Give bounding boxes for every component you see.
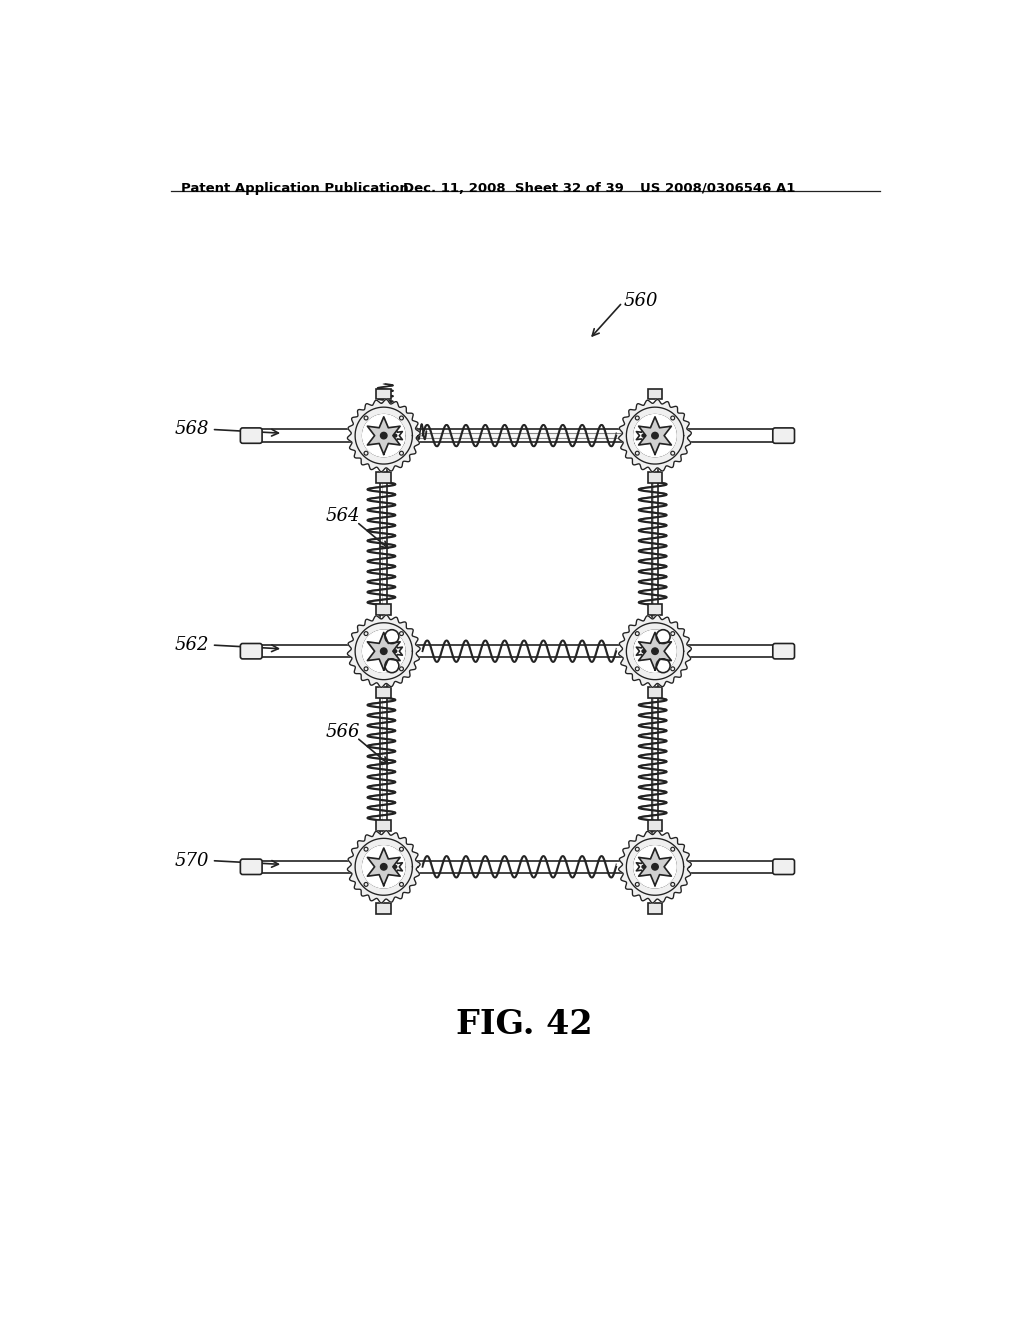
Text: Patent Application Publication: Patent Application Publication (180, 182, 409, 194)
Bar (647, 820, 663, 830)
Polygon shape (639, 417, 672, 454)
Bar (391, 433, 647, 438)
Bar (645, 643, 665, 660)
Circle shape (394, 434, 396, 437)
Polygon shape (362, 846, 404, 888)
Text: 560: 560 (624, 292, 658, 310)
Bar (645, 428, 665, 444)
Bar (647, 388, 663, 400)
Polygon shape (368, 632, 400, 671)
Text: 570: 570 (175, 851, 209, 870)
Polygon shape (618, 400, 691, 471)
Circle shape (656, 630, 670, 644)
Bar (374, 428, 393, 444)
Bar (651, 413, 658, 890)
Polygon shape (618, 830, 691, 903)
Circle shape (385, 659, 399, 673)
Circle shape (656, 659, 670, 673)
Bar (256, 861, 388, 873)
Polygon shape (386, 426, 404, 445)
Bar (377, 903, 391, 913)
Text: FIG. 42: FIG. 42 (457, 1008, 593, 1041)
Circle shape (651, 648, 658, 655)
FancyBboxPatch shape (773, 644, 795, 659)
Bar (647, 688, 663, 698)
Circle shape (651, 433, 658, 438)
Bar (380, 413, 387, 890)
Polygon shape (368, 417, 400, 454)
Text: Dec. 11, 2008  Sheet 32 of 39: Dec. 11, 2008 Sheet 32 of 39 (403, 182, 624, 194)
Bar (647, 903, 663, 913)
Polygon shape (368, 847, 400, 886)
Text: 562: 562 (175, 636, 209, 653)
Bar (651, 645, 783, 657)
Circle shape (385, 630, 399, 644)
Bar (256, 429, 388, 442)
Bar (375, 861, 665, 873)
Bar (645, 858, 665, 875)
Polygon shape (362, 630, 404, 672)
Polygon shape (626, 634, 662, 669)
Polygon shape (636, 643, 650, 659)
Bar (377, 820, 391, 830)
Text: 566: 566 (326, 723, 360, 741)
FancyBboxPatch shape (241, 644, 262, 659)
Polygon shape (639, 847, 672, 886)
Polygon shape (626, 849, 662, 884)
Polygon shape (347, 400, 420, 471)
Polygon shape (636, 428, 650, 444)
Polygon shape (634, 846, 676, 888)
Polygon shape (362, 414, 404, 457)
Circle shape (394, 649, 396, 652)
Text: 564: 564 (326, 507, 360, 525)
Polygon shape (634, 426, 652, 445)
Polygon shape (634, 643, 652, 660)
Polygon shape (347, 615, 420, 688)
Circle shape (381, 433, 387, 438)
Polygon shape (378, 849, 413, 884)
Polygon shape (634, 858, 652, 875)
Polygon shape (634, 630, 676, 672)
Polygon shape (639, 632, 672, 671)
Polygon shape (636, 859, 650, 875)
FancyBboxPatch shape (241, 859, 262, 875)
Polygon shape (386, 858, 404, 875)
Circle shape (642, 434, 645, 437)
Bar (647, 471, 663, 483)
Text: US 2008/0306546 A1: US 2008/0306546 A1 (640, 182, 795, 194)
Polygon shape (618, 615, 691, 688)
Circle shape (642, 649, 645, 652)
Bar (377, 605, 391, 615)
Circle shape (651, 863, 658, 870)
Bar (377, 471, 391, 483)
Bar (375, 429, 665, 442)
Polygon shape (378, 418, 413, 453)
Polygon shape (626, 418, 662, 453)
Bar (375, 645, 665, 657)
Polygon shape (347, 830, 420, 903)
FancyBboxPatch shape (773, 859, 795, 875)
Text: 568: 568 (175, 421, 209, 438)
Bar (374, 643, 393, 660)
Bar (651, 429, 783, 442)
Circle shape (394, 866, 396, 869)
Circle shape (642, 866, 645, 869)
Polygon shape (386, 643, 404, 660)
Circle shape (381, 863, 387, 870)
Polygon shape (388, 643, 402, 659)
FancyBboxPatch shape (773, 428, 795, 444)
Polygon shape (634, 414, 676, 457)
Bar (377, 388, 391, 400)
FancyBboxPatch shape (241, 428, 262, 444)
Polygon shape (388, 428, 402, 444)
Circle shape (381, 648, 387, 655)
Bar (651, 861, 783, 873)
Polygon shape (388, 859, 402, 875)
Bar (647, 605, 663, 615)
Bar (374, 858, 393, 875)
Bar (256, 645, 388, 657)
Polygon shape (378, 634, 413, 669)
Bar (377, 688, 391, 698)
